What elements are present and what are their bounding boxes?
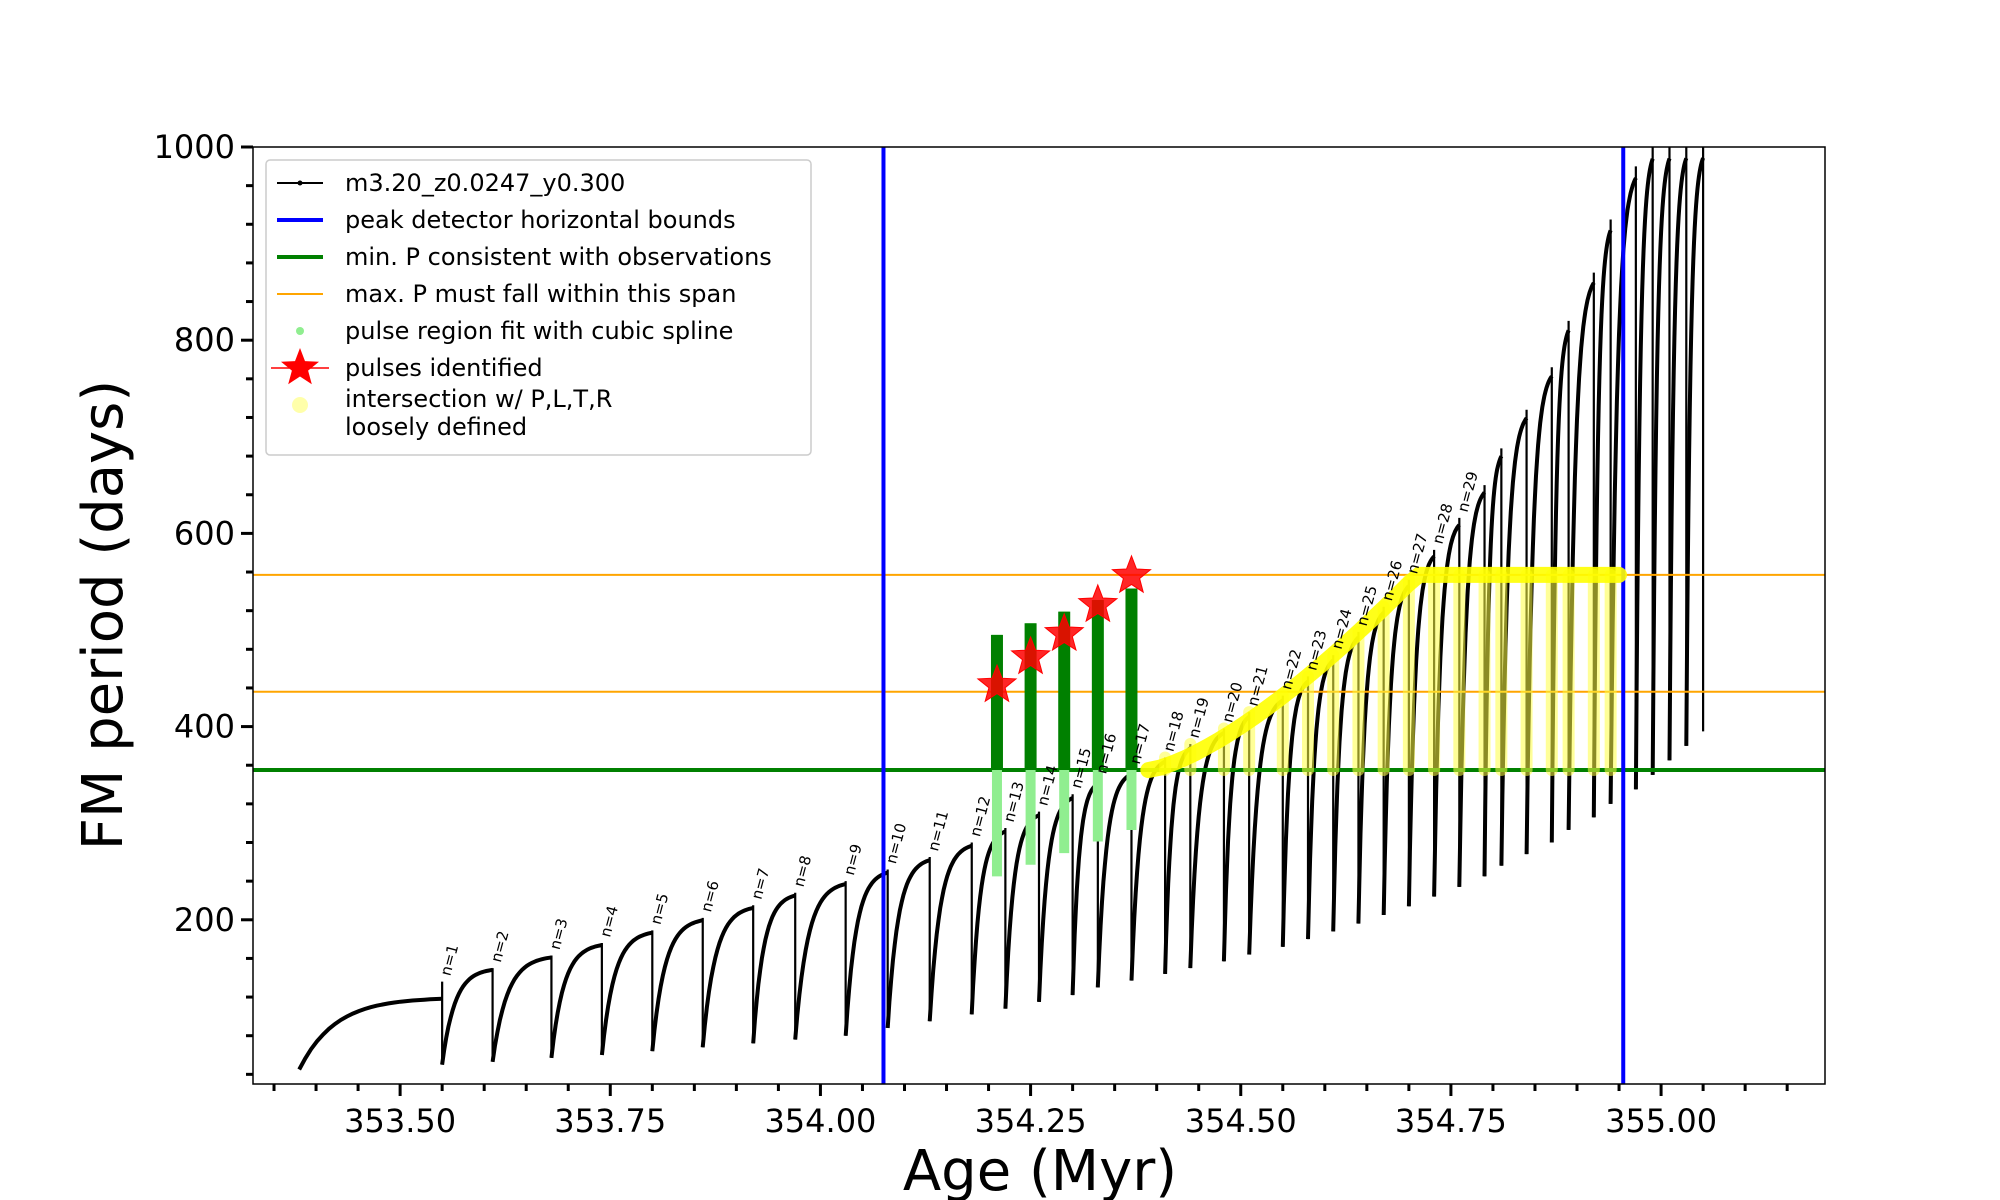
recovery-curve: [1633, 158, 1655, 790]
recovery-curve: [650, 918, 704, 1052]
recovery-curve: [751, 893, 796, 1044]
legend-swatch: [292, 397, 308, 413]
pulse-identified-star: [1043, 612, 1085, 652]
pulse-identified-star: [1010, 635, 1051, 675]
recovery-curve: [440, 967, 493, 1065]
recovery-curve: [1650, 157, 1672, 775]
x-tick-label: 354.25: [975, 1102, 1087, 1140]
recovery-curve: [927, 843, 973, 1022]
recovery-curve: [1667, 157, 1689, 761]
recovery-curve: [1684, 157, 1705, 746]
legend-label: pulse region fit with cubic spline: [345, 317, 733, 345]
y-tick-label: 200: [174, 901, 235, 939]
x-tick-label: 355.00: [1605, 1102, 1717, 1140]
recovery-curve: [490, 955, 552, 1063]
recovery-curve: [1591, 229, 1613, 818]
x-tick-label: 353.75: [554, 1102, 666, 1140]
legend-label: intersection w/ P,L,T,R loosely defined: [345, 385, 612, 441]
pulse-identified-star: [1111, 554, 1152, 594]
legend-frame: [265, 159, 812, 456]
legend-swatch-dot: [297, 180, 303, 186]
legend-label: pulses identified: [345, 354, 543, 382]
recovery-curve: [297, 996, 443, 1071]
legend-label: min. P consistent with observations: [345, 243, 772, 271]
recovery-curve: [843, 870, 889, 1036]
y-tick-label: 400: [174, 708, 235, 746]
recovery-curve: [700, 905, 754, 1048]
markers-layer: [976, 554, 1627, 877]
recovery-curve: [549, 943, 603, 1059]
y-tick-label: 600: [174, 514, 235, 552]
legend-swatch: [281, 348, 319, 385]
x-tick-label: 354.50: [1185, 1102, 1297, 1140]
recovery-curve: [793, 882, 847, 1040]
plot-frame: [252, 146, 1826, 1085]
legend-swatch: [296, 327, 304, 335]
x-axis-label: Age (Myr): [903, 1139, 1177, 1200]
loosely-defined-arc: [1140, 566, 1627, 779]
y-tick-label: 1000: [154, 128, 235, 166]
recovery-curve: [1566, 281, 1596, 830]
x-tick-label: 354.75: [1395, 1102, 1507, 1140]
y-axis-label: FM period (days): [71, 380, 136, 850]
x-tick-label: 354.00: [764, 1102, 876, 1140]
legend-label: peak detector horizontal bounds: [345, 206, 736, 234]
recovery-curve: [885, 858, 931, 1029]
y-tick-label: 800: [174, 321, 235, 359]
legend-label: m3.20_z0.0247_y0.300: [345, 169, 625, 197]
pulse-identified-star: [1077, 583, 1119, 623]
recovery-curve: [599, 930, 653, 1056]
pulse-identified-star: [976, 663, 1018, 703]
legend-label: max. P must fall within this span: [345, 280, 736, 308]
recovery-curve: [1095, 772, 1133, 988]
x-tick-label: 353.50: [344, 1102, 456, 1140]
axes: 353.50 353.75 354.00 354.25 354.50 354.75 355.…: [154, 128, 1789, 1140]
